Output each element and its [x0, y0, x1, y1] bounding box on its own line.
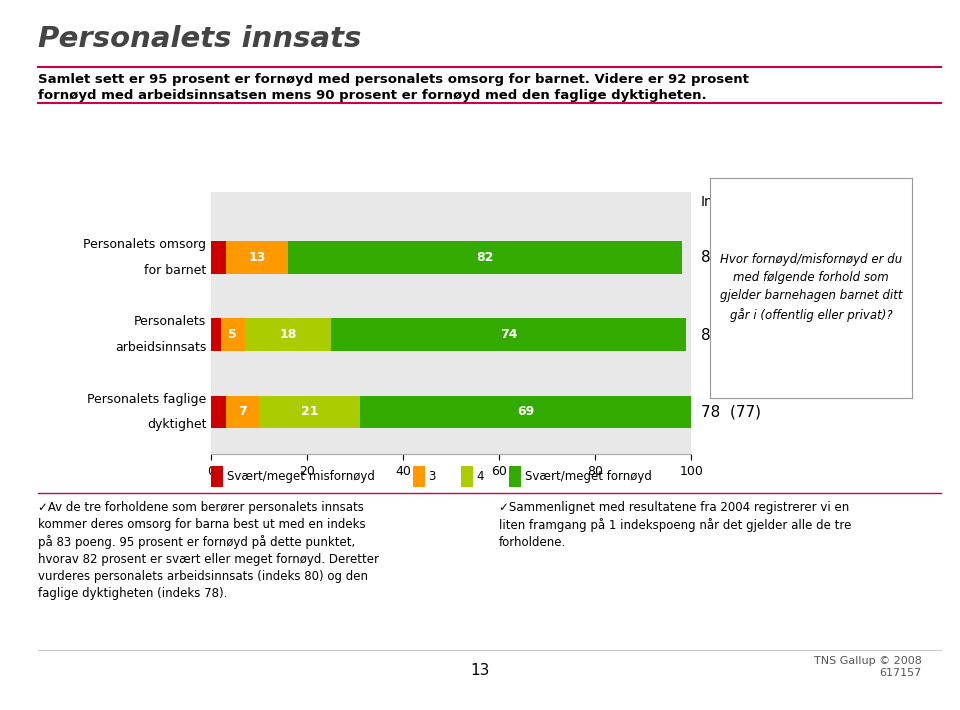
Bar	[221, 318, 245, 351]
Text: TNS Gallup © 2008
617157: TNS Gallup © 2008 617157	[814, 657, 922, 678]
Text: fornøyd med arbeidsinnsatsen mens 90 prosent er fornøyd med den faglige dyktighe: fornøyd med arbeidsinnsatsen mens 90 pro…	[38, 89, 707, 102]
FancyBboxPatch shape	[509, 466, 520, 487]
Bar	[226, 241, 288, 273]
Text: 74: 74	[500, 328, 517, 341]
Text: for barnet: for barnet	[144, 263, 206, 277]
Text: Personalets faglige: Personalets faglige	[87, 393, 206, 405]
Text: dyktighet: dyktighet	[147, 418, 206, 431]
Bar	[288, 241, 682, 273]
Text: Svært/meget fornøyd: Svært/meget fornøyd	[524, 470, 652, 484]
Text: 80  (79): 80 (79)	[701, 327, 761, 342]
Text: ✓Sammenlignet med resultatene fra 2004 registrerer vi en
liten framgang på 1 ind: ✓Sammenlignet med resultatene fra 2004 r…	[499, 501, 852, 549]
Bar	[331, 318, 686, 351]
Bar	[245, 318, 331, 351]
Text: Indeks: Indeks	[701, 195, 746, 209]
Text: 5: 5	[228, 328, 237, 341]
Text: 18: 18	[279, 328, 297, 341]
Text: 69: 69	[517, 405, 534, 418]
Text: ✓Av de tre forholdene som berører personalets innsats
kommer deres omsorg for ba: ✓Av de tre forholdene som berører person…	[38, 501, 379, 600]
Bar	[211, 395, 226, 428]
Text: 78  (77): 78 (77)	[701, 405, 760, 420]
Text: Personalets: Personalets	[134, 315, 206, 329]
Bar	[226, 395, 259, 428]
Text: Svært/meget misfornøyd: Svært/meget misfornøyd	[227, 470, 375, 484]
Text: 82: 82	[476, 251, 493, 264]
Bar	[259, 395, 360, 428]
Text: gallup: gallup	[59, 687, 93, 697]
FancyBboxPatch shape	[413, 466, 424, 487]
Text: 3: 3	[428, 470, 436, 484]
Text: Samlet sett er 95 prosent er fornøyd med personalets omsorg for barnet. Videre e: Samlet sett er 95 prosent er fornøyd med…	[38, 73, 749, 86]
Text: 7: 7	[238, 405, 247, 418]
FancyBboxPatch shape	[211, 466, 223, 487]
Bar	[211, 318, 221, 351]
Bar	[360, 395, 691, 428]
Text: 83  (82): 83 (82)	[701, 250, 761, 265]
Text: arbeidsinnsats: arbeidsinnsats	[115, 341, 206, 354]
Text: 13: 13	[470, 663, 490, 678]
Text: Personalets innsats: Personalets innsats	[38, 25, 362, 53]
Text: Hvor fornøyd/misfornøyd er du
med følgende forhold som
gjelder barnehagen barnet: Hvor fornøyd/misfornøyd er du med følgen…	[720, 253, 902, 322]
Text: Personalets omsorg: Personalets omsorg	[84, 238, 206, 251]
FancyBboxPatch shape	[461, 466, 472, 487]
Text: 21: 21	[300, 405, 319, 418]
Text: tns: tns	[59, 669, 85, 684]
Text: 13: 13	[248, 251, 266, 264]
Text: 4: 4	[476, 470, 484, 484]
Bar	[211, 241, 226, 273]
